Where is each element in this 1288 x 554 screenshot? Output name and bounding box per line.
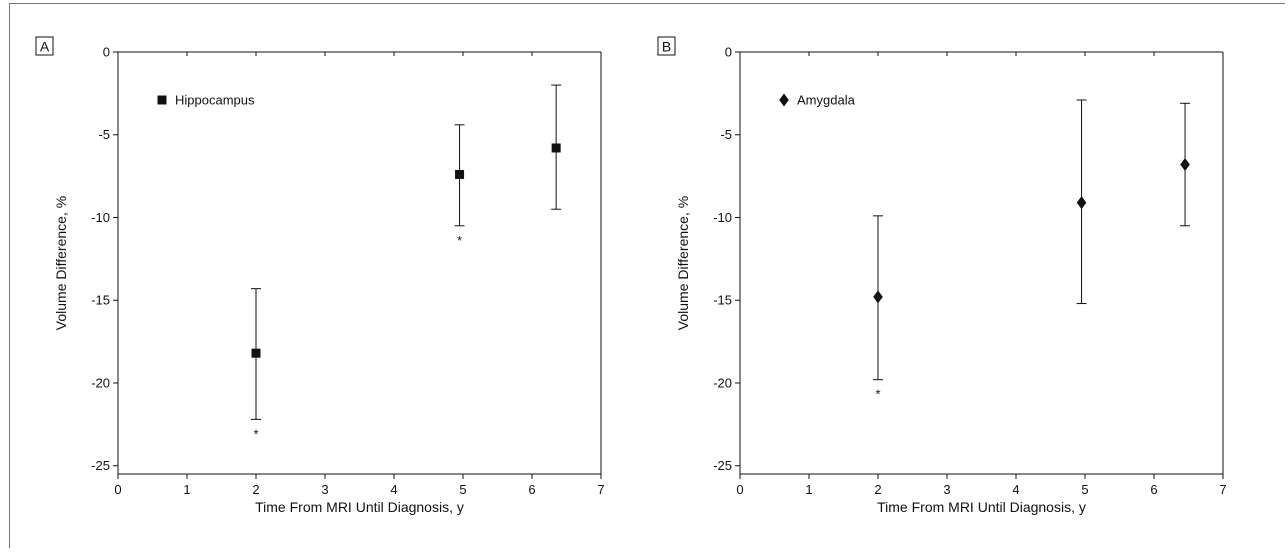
y-tick-label: -10 bbox=[91, 210, 110, 225]
panel-letter: B bbox=[662, 39, 671, 55]
y-tick-label: -10 bbox=[713, 210, 732, 225]
x-tick-label: 5 bbox=[459, 482, 466, 497]
legend-label: Hippocampus bbox=[175, 93, 255, 108]
data-point-diamond bbox=[1180, 158, 1190, 172]
panel-letter-box bbox=[657, 36, 676, 56]
legend-label: Amygdala bbox=[797, 93, 856, 108]
x-tick-label: 0 bbox=[114, 482, 121, 497]
significance-asterisk: * bbox=[253, 426, 258, 441]
x-tick-label: 3 bbox=[943, 482, 950, 497]
y-tick-label: -25 bbox=[713, 458, 732, 473]
x-tick-label: 4 bbox=[1012, 482, 1019, 497]
y-tick-label: 0 bbox=[103, 45, 110, 60]
y-tick-label: -5 bbox=[98, 127, 110, 142]
significance-asterisk: * bbox=[875, 387, 880, 402]
data-point-square bbox=[551, 143, 561, 153]
y-axis-title: Volume Difference, % bbox=[675, 196, 691, 330]
figure-svg: A 0 1 2 3 4 5 6 7 0 -5 -10 -15 -20 -25 Time From MRI Un… bbox=[35, 36, 1227, 515]
panel-a: A 0 1 2 3 4 5 6 7 0 -5 -10 -15 -20 -25 Time From MRI Un… bbox=[35, 36, 605, 515]
x-tick-label: 2 bbox=[874, 482, 881, 497]
x-tick-label: 6 bbox=[528, 482, 535, 497]
y-tick-label: 0 bbox=[725, 45, 732, 60]
panel-letter: A bbox=[40, 39, 50, 55]
legend-marker-square bbox=[157, 95, 167, 105]
x-tick-label: 1 bbox=[805, 482, 812, 497]
y-tick-label: -15 bbox=[713, 293, 732, 308]
y-tick-label: -25 bbox=[91, 458, 110, 473]
y-tick-label: -15 bbox=[91, 293, 110, 308]
y-tick-label: -20 bbox=[91, 375, 110, 390]
x-tick-label: 5 bbox=[1081, 482, 1088, 497]
data-point-diamond bbox=[1076, 196, 1087, 210]
figure-frame: A 0 1 2 3 4 5 6 7 0 -5 -10 -15 -20 -25 Time From MRI Un… bbox=[9, 3, 1285, 548]
x-tick-label: 1 bbox=[183, 482, 190, 497]
y-tick-label: -5 bbox=[720, 127, 732, 142]
x-tick-label: 4 bbox=[390, 482, 397, 497]
legend-marker-diamond bbox=[779, 93, 789, 107]
panel-letter-box bbox=[35, 36, 54, 56]
data-point-square bbox=[251, 348, 261, 358]
data-point-square bbox=[455, 169, 465, 179]
x-tick-label: 7 bbox=[597, 482, 604, 497]
x-tick-label: 2 bbox=[252, 482, 259, 497]
data-point-diamond bbox=[873, 290, 883, 304]
significance-asterisk: * bbox=[457, 233, 462, 248]
x-tick-label: 0 bbox=[736, 482, 743, 497]
x-tick-label: 7 bbox=[1219, 482, 1226, 497]
x-axis-title: Time From MRI Until Diagnosis, y bbox=[877, 499, 1086, 515]
x-tick-label: 6 bbox=[1150, 482, 1157, 497]
x-tick-label: 3 bbox=[321, 482, 328, 497]
y-tick-label: -20 bbox=[713, 375, 732, 390]
panel-b: B 0 1 2 3 4 5 6 7 0 -5 -10 -15 -20 -25 Time From MRI Un… bbox=[657, 36, 1227, 515]
y-axis-title: Volume Difference, % bbox=[53, 196, 69, 330]
x-axis-title: Time From MRI Until Diagnosis, y bbox=[255, 499, 464, 515]
